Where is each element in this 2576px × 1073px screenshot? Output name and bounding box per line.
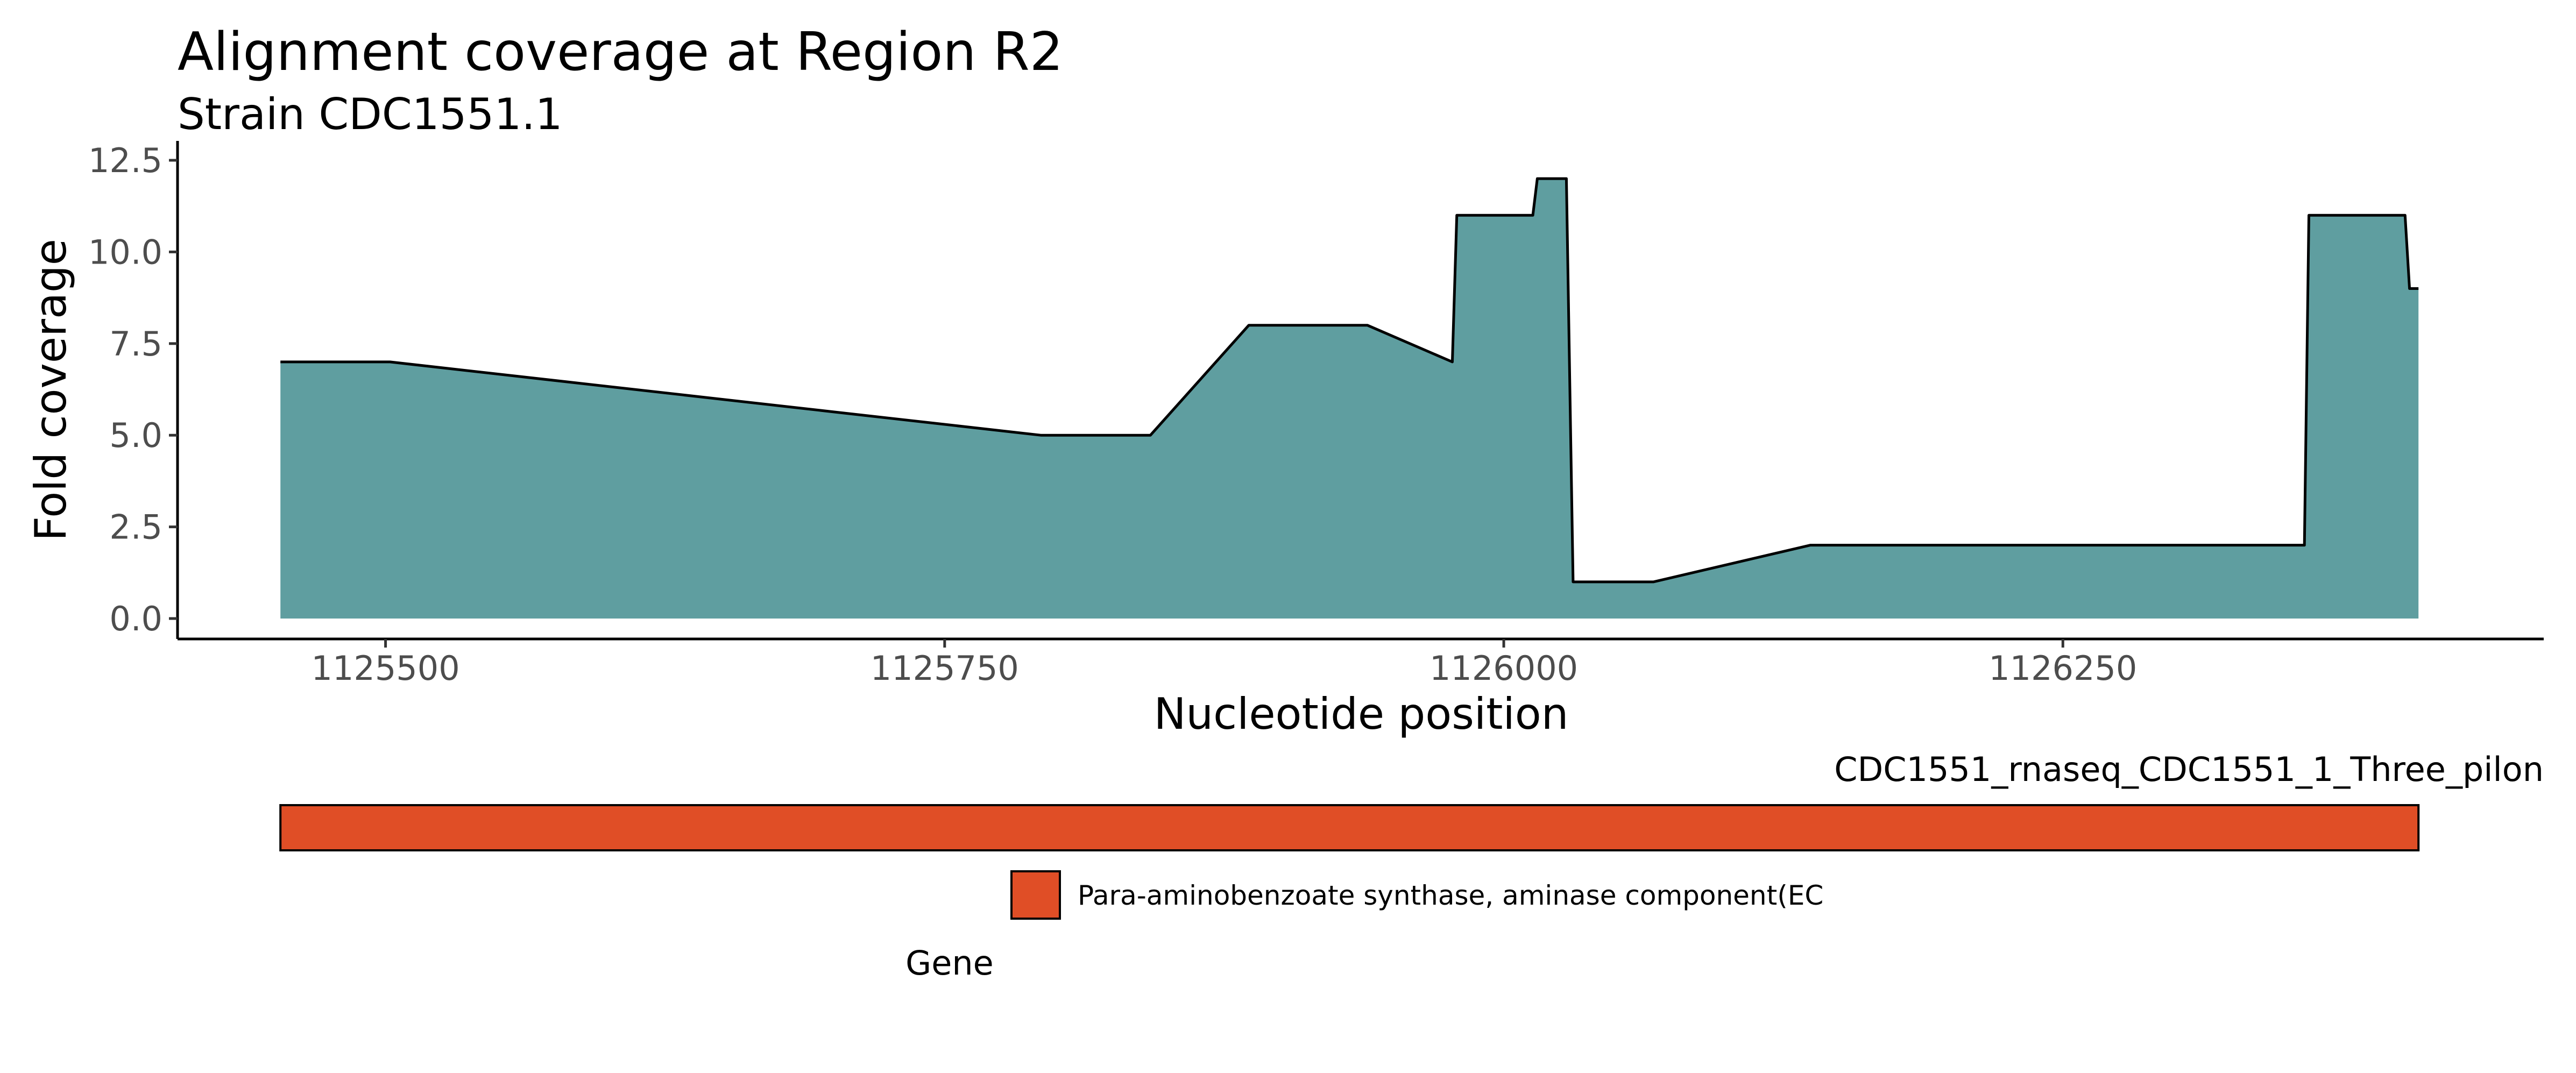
legend-entry-label: Para-aminobenzoate synthase, aminase com… bbox=[1078, 880, 1823, 911]
gene-track-label: CDC1551_rnaseq_CDC1551_1_Three_pilon bbox=[1834, 750, 2544, 789]
y-tick-label: 7.5 bbox=[109, 324, 162, 364]
y-tick-label: 10.0 bbox=[88, 232, 162, 272]
chart-title: Alignment coverage at Region R2 bbox=[178, 22, 1063, 83]
y-tick-label: 2.5 bbox=[109, 508, 162, 547]
gene-bar bbox=[279, 804, 2420, 851]
y-tick-label: 12.5 bbox=[88, 141, 162, 180]
x-tick-label: 1125750 bbox=[871, 649, 1019, 688]
gene-legend: Para-aminobenzoate synthase, aminase com… bbox=[905, 870, 1823, 983]
x-tick-label: 1125500 bbox=[312, 649, 460, 688]
x-tick-label: 1126000 bbox=[1429, 649, 1578, 688]
gene-track bbox=[279, 804, 2420, 851]
y-axis-title: Fold coverage bbox=[26, 239, 76, 541]
legend-key-swatch bbox=[1010, 870, 1061, 920]
x-axis-title: Nucleotide position bbox=[1154, 689, 1569, 739]
y-axis: 0.0 2.5 5.0 7.5 10.0 12.5 bbox=[88, 141, 179, 639]
y-tick-label: 0.0 bbox=[109, 599, 162, 638]
x-tick-label: 1126250 bbox=[1988, 649, 2137, 688]
chart-subtitle: Strain CDC1551.1 bbox=[178, 89, 563, 139]
coverage-area bbox=[280, 179, 2419, 619]
coverage-plot bbox=[280, 177, 2419, 619]
legend-title: Gene bbox=[905, 943, 994, 983]
x-axis: 1125500 1125750 1126000 1126250 bbox=[178, 637, 2544, 688]
coverage-line bbox=[280, 177, 2419, 584]
y-tick-label: 5.0 bbox=[109, 416, 162, 455]
